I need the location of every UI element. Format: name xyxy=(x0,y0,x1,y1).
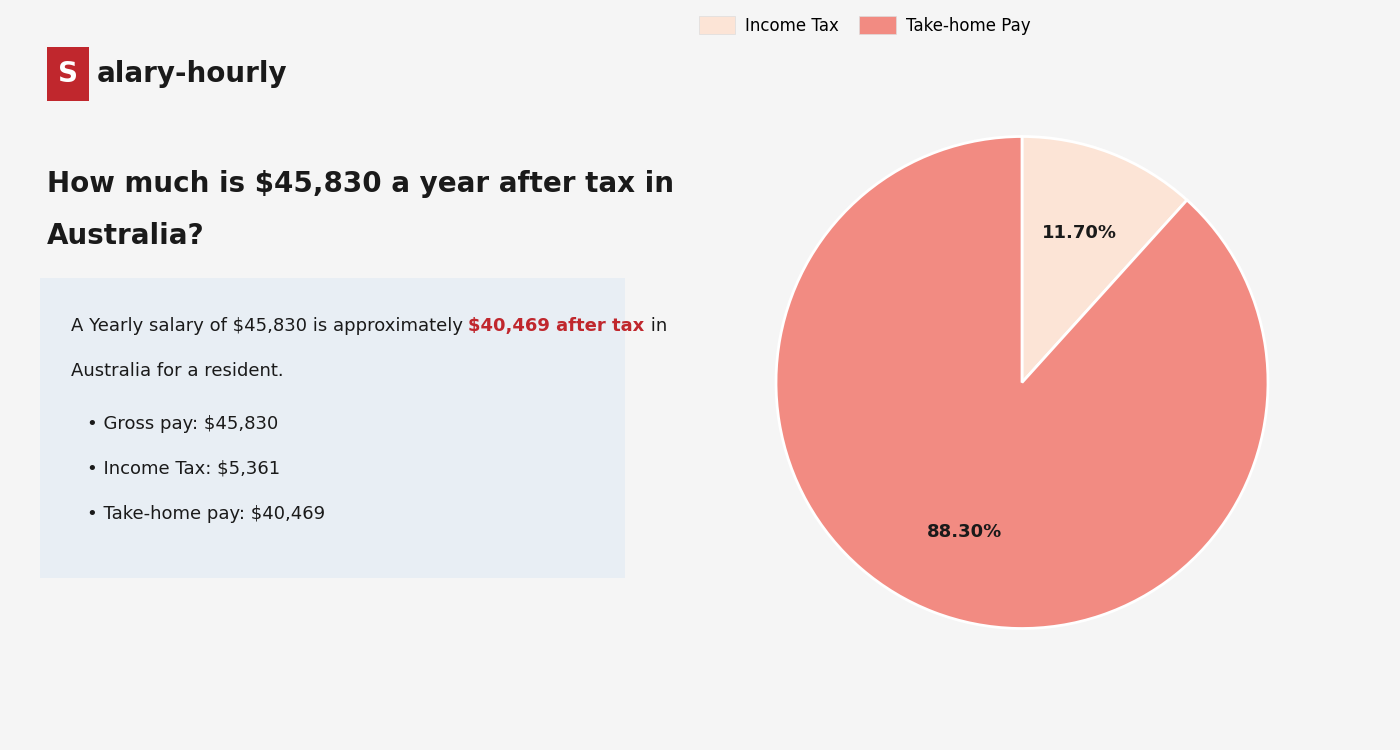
Text: in: in xyxy=(644,317,666,335)
Text: S: S xyxy=(57,60,78,88)
Text: 88.30%: 88.30% xyxy=(927,523,1002,541)
FancyBboxPatch shape xyxy=(48,47,88,101)
Text: • Gross pay: $45,830: • Gross pay: $45,830 xyxy=(87,415,279,433)
Text: $40,469 after tax: $40,469 after tax xyxy=(469,317,644,335)
Wedge shape xyxy=(1022,136,1187,382)
Legend: Income Tax, Take-home Pay: Income Tax, Take-home Pay xyxy=(692,10,1037,41)
Text: Australia for a resident.: Australia for a resident. xyxy=(70,362,283,380)
Text: 11.70%: 11.70% xyxy=(1042,224,1117,242)
Wedge shape xyxy=(776,136,1268,628)
Text: • Take-home pay: $40,469: • Take-home pay: $40,469 xyxy=(87,505,325,523)
Text: • Income Tax: $5,361: • Income Tax: $5,361 xyxy=(87,460,280,478)
Text: How much is $45,830 a year after tax in: How much is $45,830 a year after tax in xyxy=(48,170,673,198)
FancyBboxPatch shape xyxy=(41,278,624,578)
Text: Australia?: Australia? xyxy=(48,222,204,251)
Text: alary-hourly: alary-hourly xyxy=(97,60,287,88)
Text: A Yearly salary of $45,830 is approximately: A Yearly salary of $45,830 is approximat… xyxy=(70,317,469,335)
